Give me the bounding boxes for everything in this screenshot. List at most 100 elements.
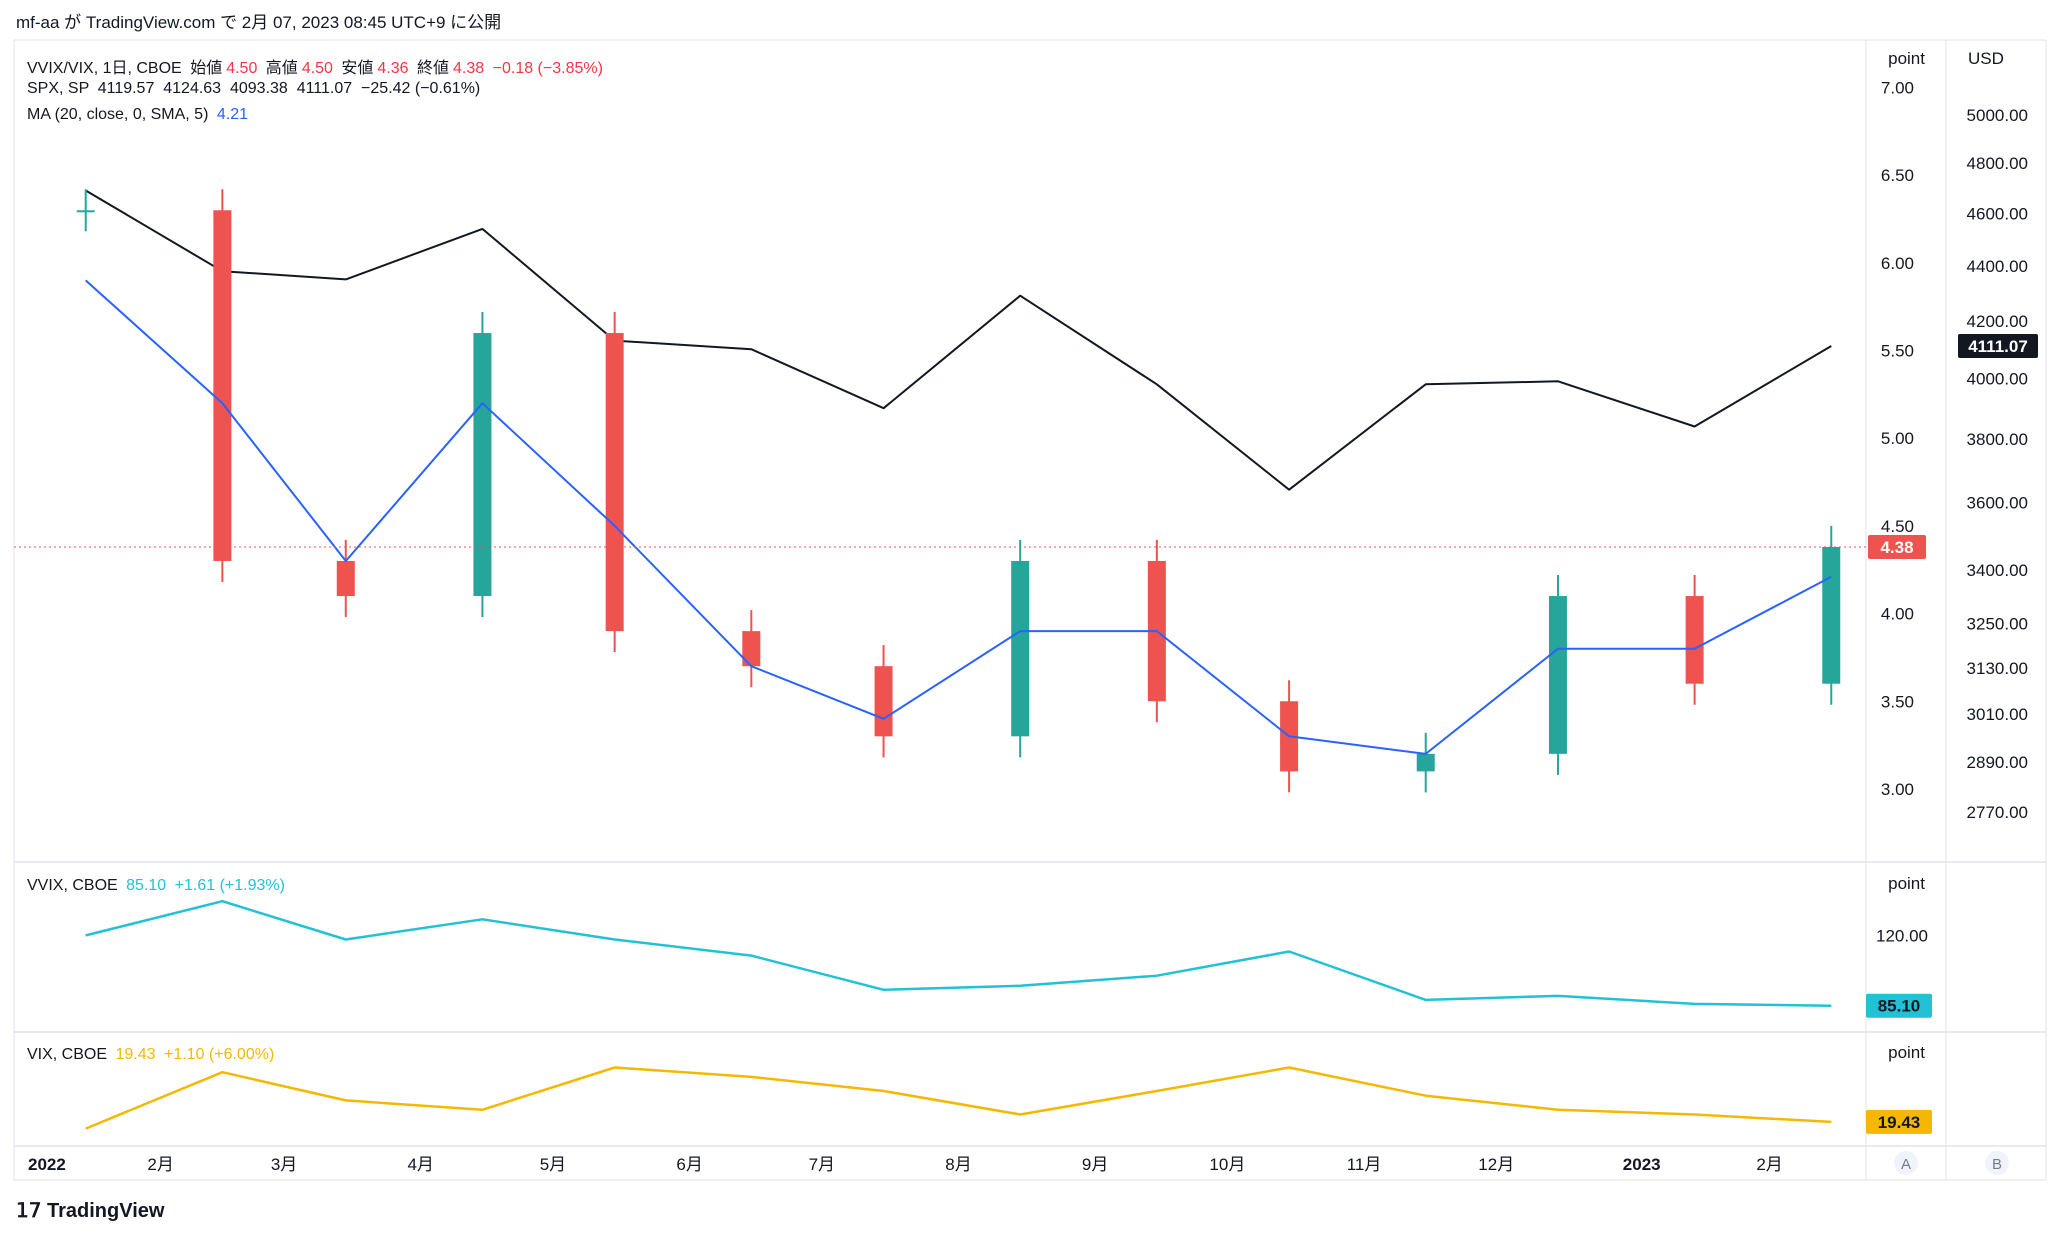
main-tick-4: 5.00 xyxy=(1881,429,1914,448)
main-tick-7: 3.50 xyxy=(1881,692,1914,711)
vvix-line xyxy=(85,899,1832,1007)
chart-frame xyxy=(13,39,2047,1181)
time-label-2: 3月 xyxy=(271,1155,297,1174)
vvix-tick-0: 120.00 xyxy=(1876,926,1928,945)
legend-high: 4.50 xyxy=(301,60,333,77)
scale-button-a[interactable] xyxy=(1894,1151,1918,1175)
main-tick-2: 6.00 xyxy=(1881,254,1914,273)
time-label-8: 9月 xyxy=(1082,1155,1108,1174)
time-label-0: 2022 xyxy=(28,1155,66,1174)
spx-tick-9: 3250.00 xyxy=(1967,614,2028,633)
legend-ma: MA (20, close, 0, SMA, 5) 4.21 xyxy=(27,106,252,124)
vix-axis-unit: point xyxy=(1888,1043,1925,1062)
candle-body-3 xyxy=(473,333,492,597)
legend-vix-value: 19.43 xyxy=(115,1046,156,1063)
badge-vvix-vix: 4.38 xyxy=(1880,538,1913,557)
badge-vix-bg xyxy=(1866,1109,1932,1134)
legend-vvix: VVIX, CBOE 85.10 +1.61 (+1.93%) xyxy=(27,877,289,895)
vix-line xyxy=(85,1066,1832,1130)
candle-body-6 xyxy=(874,666,893,737)
time-label-10: 11月 xyxy=(1347,1155,1382,1174)
legend-vix-change: +1.10 (+6.00%) xyxy=(163,1046,275,1063)
candle-body-12 xyxy=(1685,596,1704,684)
spx-tick-13: 2770.00 xyxy=(1967,803,2028,822)
badge-spx-bg xyxy=(1958,334,2038,359)
badge-vix: 19.43 xyxy=(1878,1113,1921,1132)
axis-unit-point: point xyxy=(1888,49,1925,68)
badge-vvix-bg xyxy=(1866,993,1932,1018)
legend-vvix-title: VVIX, CBOE xyxy=(27,877,118,894)
spx-tick-10: 3130.00 xyxy=(1967,659,2028,678)
time-label-12: 2023 xyxy=(1623,1155,1661,1174)
spx-tick-2: 4600.00 xyxy=(1967,204,2028,223)
time-label-13: 2月 xyxy=(1756,1155,1782,1174)
legend-vvix-change: +1.61 (+1.93%) xyxy=(174,877,285,894)
scale-button-label-b: B xyxy=(1992,1156,2002,1173)
time-label-11: 12月 xyxy=(1478,1155,1514,1174)
spx-tick-12: 2890.00 xyxy=(1967,753,2028,772)
tradingview-brand: TradingView xyxy=(47,1200,165,1222)
legend-vvix-value: 85.10 xyxy=(126,877,167,894)
scale-button-b[interactable] xyxy=(1985,1151,2009,1175)
main-tick-5: 4.50 xyxy=(1881,517,1914,536)
legend-open-label: 始値 xyxy=(190,60,223,77)
main-tick-1: 6.50 xyxy=(1881,166,1914,185)
axis-unit-usd: USD xyxy=(1968,49,2004,68)
tradingview-logo[interactable]: 𝟣𝟩 TradingView xyxy=(16,1198,164,1223)
time-label-3: 4月 xyxy=(407,1155,433,1174)
ma-line xyxy=(85,279,1832,755)
main-tick-0: 7.00 xyxy=(1881,79,1914,98)
legend-ma-title: MA (20, close, 0, SMA, 5) xyxy=(27,106,209,123)
candle-body-5 xyxy=(742,631,761,667)
spx-tick-6: 3800.00 xyxy=(1967,430,2028,449)
main-tick-6: 4.00 xyxy=(1881,605,1914,624)
candle-body-1 xyxy=(213,210,232,561)
legend-close: 4.38 xyxy=(453,60,485,77)
tradingview-logo-icon: 𝟣𝟩 xyxy=(16,1200,48,1222)
legend-high-label: 高値 xyxy=(265,60,298,77)
spx-tick-0: 5000.00 xyxy=(1967,106,2028,125)
spx-tick-11: 3010.00 xyxy=(1967,705,2028,724)
time-label-6: 7月 xyxy=(809,1155,835,1174)
candle-body-2 xyxy=(336,560,355,597)
legend-close-label: 終値 xyxy=(417,60,450,77)
legend-open: 4.50 xyxy=(226,60,258,77)
spx-tick-7: 3600.00 xyxy=(1967,494,2028,513)
legend-low: 4.36 xyxy=(377,60,409,77)
candle-body-13 xyxy=(1822,546,1841,684)
legend-spx-title: SPX, SP xyxy=(27,80,90,97)
candle-body-4 xyxy=(605,333,624,632)
legend-main-title: VVIX/VIX, 1日, CBOE xyxy=(27,60,182,77)
legend-spx: SPX, SP 4119.57 4124.63 4093.38 4111.07 … xyxy=(27,80,484,98)
time-label-7: 8月 xyxy=(945,1155,971,1174)
legend-main: VVIX/VIX, 1日, CBOE 始値 4.50 高値 4.50 安値 4.36 … xyxy=(27,54,607,78)
candle-body-11 xyxy=(1548,596,1567,754)
spx-tick-5: 4000.00 xyxy=(1967,369,2028,388)
time-label-5: 6月 xyxy=(676,1155,702,1174)
spx-tick-4: 4200.00 xyxy=(1967,312,2028,331)
candles-group xyxy=(76,189,1841,793)
candle-body-7 xyxy=(1011,560,1030,737)
legend-vix-title: VIX, CBOE xyxy=(27,1046,108,1063)
spx-tick-3: 4400.00 xyxy=(1967,257,2028,276)
candle-body-0 xyxy=(76,210,95,213)
vvix-axis-unit: point xyxy=(1888,874,1925,893)
scale-button-label-a: A xyxy=(1901,1156,1911,1173)
legend-change: −0.18 (−3.85%) xyxy=(492,60,603,77)
candle-body-10 xyxy=(1416,753,1435,772)
legend-ma-value: 4.21 xyxy=(216,106,248,123)
main-tick-8: 3.00 xyxy=(1881,780,1914,799)
spx-tick-1: 4800.00 xyxy=(1967,154,2028,173)
spx-tick-8: 3400.00 xyxy=(1967,561,2028,580)
time-label-1: 2月 xyxy=(147,1155,173,1174)
spx-line xyxy=(85,189,1832,491)
badge-vvix: 85.10 xyxy=(1878,997,1921,1016)
badge-vvix-vix-bg xyxy=(1868,534,1926,559)
time-label-4: 5月 xyxy=(540,1155,566,1174)
time-label-9: 10月 xyxy=(1209,1155,1245,1174)
legend-spx-values: 4119.57 4124.63 4093.38 4111.07 −25.42 (… xyxy=(97,80,481,97)
badge-spx: 4111.07 xyxy=(1968,337,2028,356)
legend-vix: VIX, CBOE 19.43 +1.10 (+6.00%) xyxy=(27,1046,278,1064)
publish-header: mf-aa が TradingView.com で 2月 07, 2023 08… xyxy=(16,13,502,32)
